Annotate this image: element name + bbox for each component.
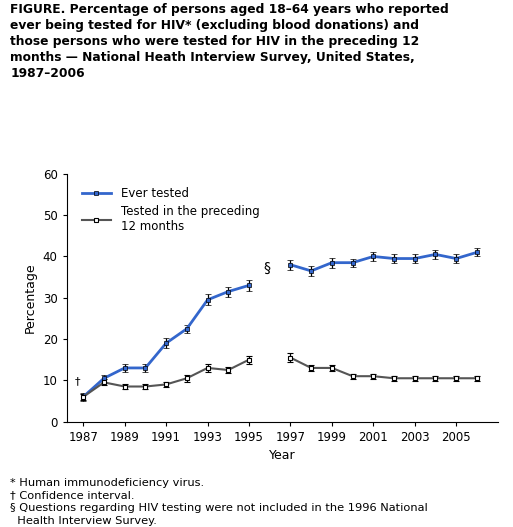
Text: FIGURE. Percentage of persons aged 18–64 years who reported
ever being tested fo: FIGURE. Percentage of persons aged 18–64… [10, 3, 449, 80]
X-axis label: Year: Year [269, 449, 295, 462]
Text: * Human immunodeficiency virus.
† Confidence interval.
§ Questions regarding HIV: * Human immunodeficiency virus. † Confid… [10, 477, 428, 526]
Text: §: § [264, 261, 270, 275]
Text: †: † [74, 376, 80, 386]
Y-axis label: Percentage: Percentage [24, 262, 37, 333]
Legend: Ever tested, Tested in the preceding
12 months: Ever tested, Tested in the preceding 12 … [77, 182, 264, 238]
